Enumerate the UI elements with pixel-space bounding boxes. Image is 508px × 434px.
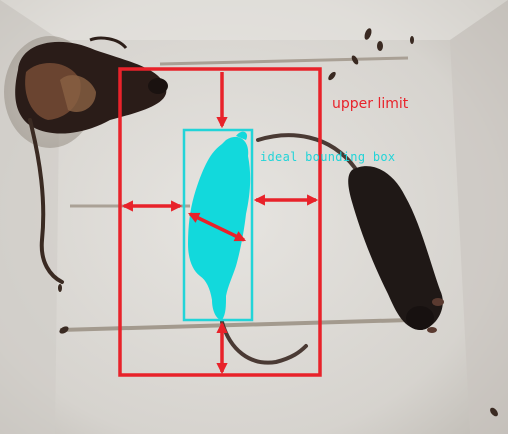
droppings xyxy=(58,28,498,417)
arrow-diagonal xyxy=(187,212,247,242)
ideal-bounding-box xyxy=(182,128,254,322)
margin-arrows xyxy=(121,72,319,375)
dark-mouse xyxy=(256,133,444,333)
center-mouse-tail xyxy=(220,320,308,365)
upper-limit-label: upper limit xyxy=(332,96,409,112)
cage-wall-top xyxy=(0,0,508,40)
floor-rail-1 xyxy=(159,56,409,66)
ideal-bounding-box-label: ideal bounding box xyxy=(260,150,396,164)
upper-limit-box xyxy=(118,67,322,377)
cage-wall-right xyxy=(450,0,508,434)
brown-mouse xyxy=(15,36,168,284)
mask-ear xyxy=(236,131,248,140)
